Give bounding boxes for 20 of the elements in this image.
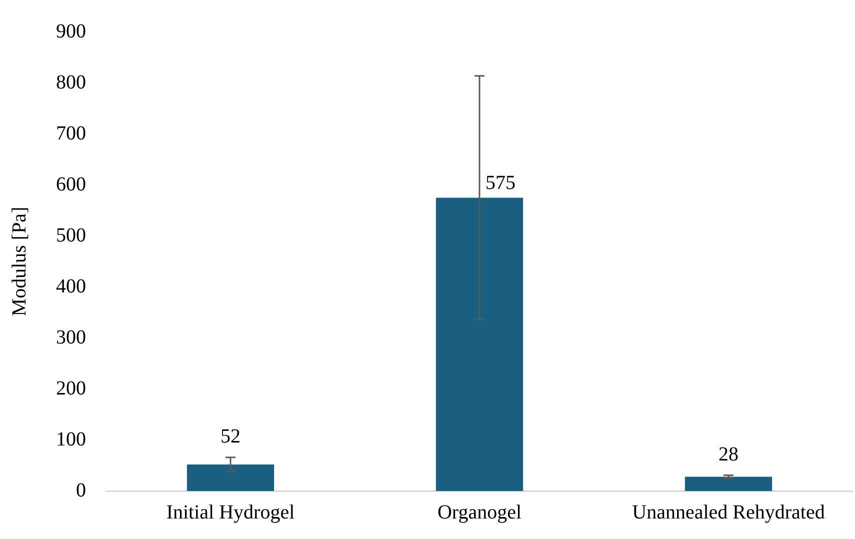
- y-tick-label: 500: [56, 224, 86, 246]
- bar: [684, 476, 772, 491]
- y-tick-label: 600: [56, 173, 86, 196]
- y-tick-label: 800: [56, 71, 86, 94]
- y-tick-label: 200: [56, 377, 86, 400]
- y-tick-label: 300: [56, 326, 86, 348]
- data-label: 575: [486, 172, 516, 194]
- y-tick-label: 400: [56, 275, 86, 298]
- bar: [436, 198, 524, 491]
- y-tick-label: 700: [56, 122, 86, 144]
- y-tick-label: 0: [76, 479, 86, 502]
- y-tick-label: 100: [56, 428, 86, 450]
- x-tick-label: Organogel: [437, 501, 522, 524]
- x-tick-label: Unannealed Rehydrated: [632, 501, 825, 524]
- y-tick-label: 900: [56, 20, 86, 42]
- y-axis-title: Modulus [Pa]: [8, 206, 30, 316]
- x-tick-label: Initial Hydrogel: [166, 501, 296, 524]
- data-label: 52: [220, 426, 240, 448]
- bar: [186, 464, 274, 491]
- data-label: 28: [718, 443, 738, 466]
